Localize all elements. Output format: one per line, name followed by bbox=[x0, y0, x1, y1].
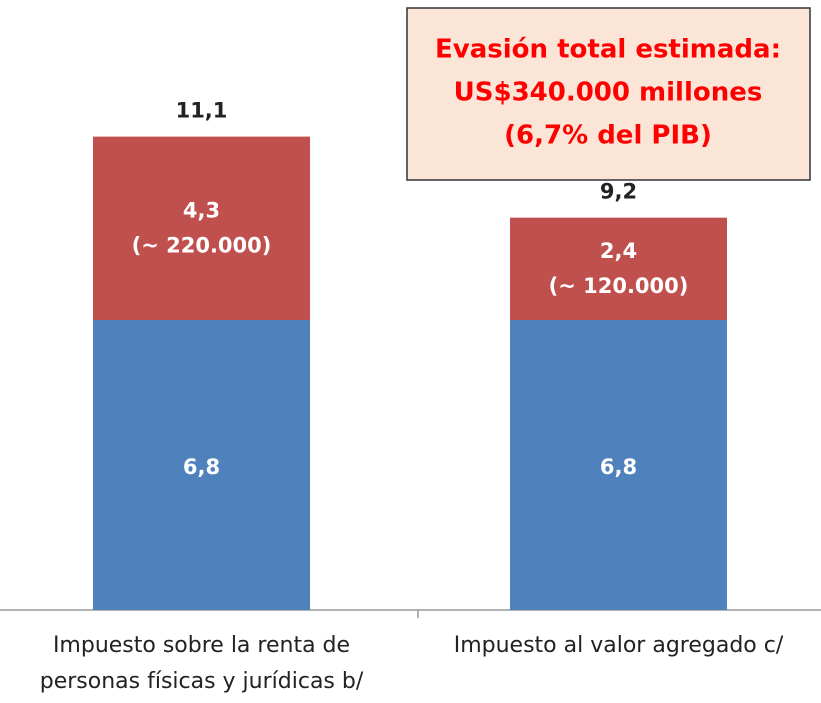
value-label: 6,8 bbox=[183, 455, 220, 479]
bar-segment bbox=[93, 136, 310, 320]
category-label: Impuesto al valor agregado c/ bbox=[453, 633, 784, 658]
value-sublabel: (~ 220.000) bbox=[132, 233, 272, 257]
bar-segment bbox=[93, 320, 310, 610]
value-label: 6,8 bbox=[600, 455, 637, 479]
bar-segment bbox=[510, 217, 727, 320]
total-label: 11,1 bbox=[176, 99, 228, 123]
annotation-text: US$340.000 millones bbox=[454, 78, 763, 108]
category-label: Impuesto sobre la renta de personas físi… bbox=[39, 633, 364, 694]
value-label: 2,4 bbox=[600, 239, 637, 263]
total-label: 9,2 bbox=[600, 180, 637, 204]
annotation-text: Evasión total estimada: bbox=[435, 35, 781, 65]
annotation-text: (6,7% del PIB) bbox=[504, 121, 712, 151]
annotation-box bbox=[406, 7, 811, 181]
value-label: 4,3 bbox=[183, 198, 220, 222]
bar-segment bbox=[510, 320, 727, 610]
value-sublabel: (~ 120.000) bbox=[549, 274, 689, 298]
